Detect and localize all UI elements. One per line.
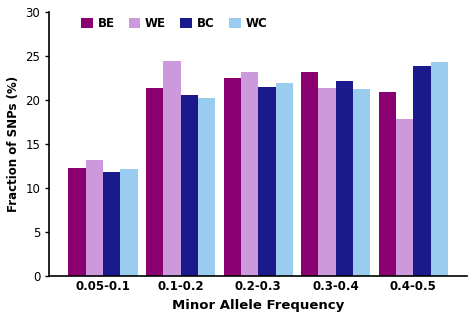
Bar	[224, 78, 241, 276]
Bar	[319, 87, 336, 276]
Bar	[68, 168, 86, 276]
Bar	[103, 172, 120, 276]
Bar	[275, 83, 293, 276]
Bar	[413, 66, 431, 276]
Bar	[198, 98, 215, 276]
Bar	[120, 169, 138, 276]
Bar	[336, 80, 353, 276]
Bar	[431, 62, 448, 276]
Y-axis label: Fraction of SNPs (%): Fraction of SNPs (%)	[7, 76, 20, 212]
Bar	[241, 72, 258, 276]
Bar	[86, 160, 103, 276]
Bar	[353, 89, 371, 276]
Bar	[396, 119, 413, 276]
X-axis label: Minor Allele Frequency: Minor Allele Frequency	[172, 299, 344, 312]
Bar	[164, 61, 181, 276]
Bar	[301, 72, 319, 276]
Legend: BE, WE, BC, WC: BE, WE, BC, WC	[76, 12, 272, 35]
Bar	[181, 95, 198, 276]
Bar	[379, 92, 396, 276]
Bar	[258, 87, 275, 276]
Bar	[146, 88, 164, 276]
